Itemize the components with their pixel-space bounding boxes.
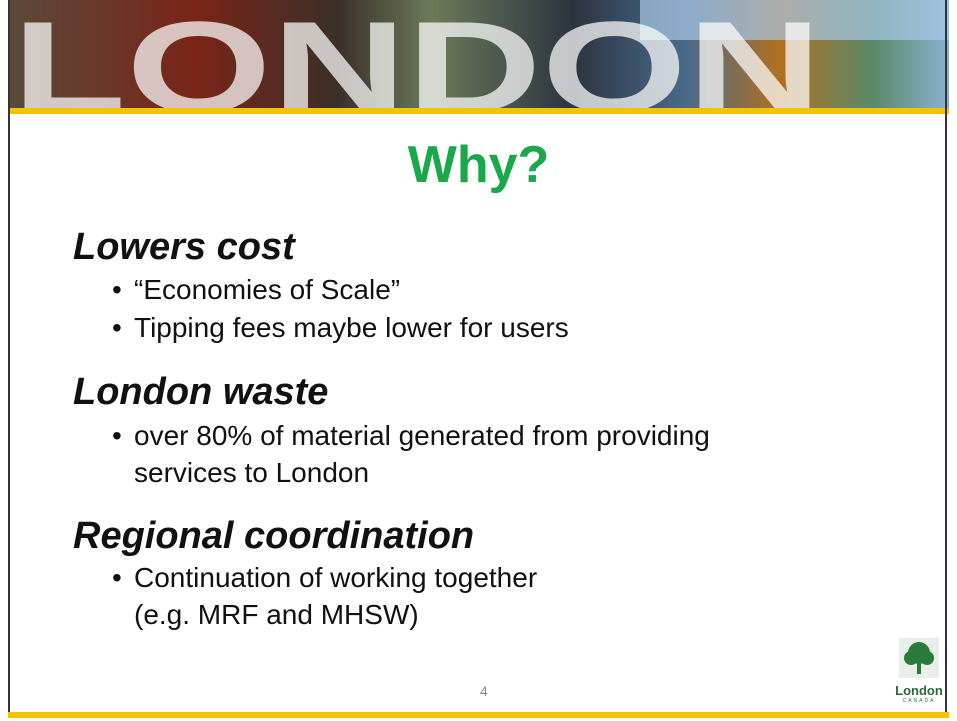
bullet-text: services to London (134, 457, 369, 489)
slide-title: Why? (0, 135, 957, 195)
logo: London CANADA (893, 638, 945, 710)
bullet-text: Tipping fees maybe lower for users (134, 312, 569, 344)
logo-name: London (893, 683, 945, 698)
logo-tree (899, 638, 939, 678)
bullet-text: (e.g. MRF and MHSW) (134, 599, 419, 631)
section-heading: Lowers cost (73, 226, 295, 269)
bullet-text: “Economies of Scale” (134, 274, 400, 306)
footer-rule (8, 712, 949, 718)
page-number: 4 (480, 683, 488, 699)
section-heading: London waste (73, 371, 328, 414)
logo-country: CANADA (893, 698, 945, 704)
bullet: • (112, 420, 122, 452)
section-heading: Regional coordination (73, 515, 474, 558)
slide: LONDON Why? Lowers cost • “Economies of … (0, 0, 957, 721)
bullet-text: over 80% of material generated from prov… (134, 420, 710, 452)
bullet: • (112, 562, 122, 594)
bullet: • (112, 274, 122, 306)
bullet: • (112, 312, 122, 344)
bullet-text: Continuation of working together (134, 562, 537, 594)
